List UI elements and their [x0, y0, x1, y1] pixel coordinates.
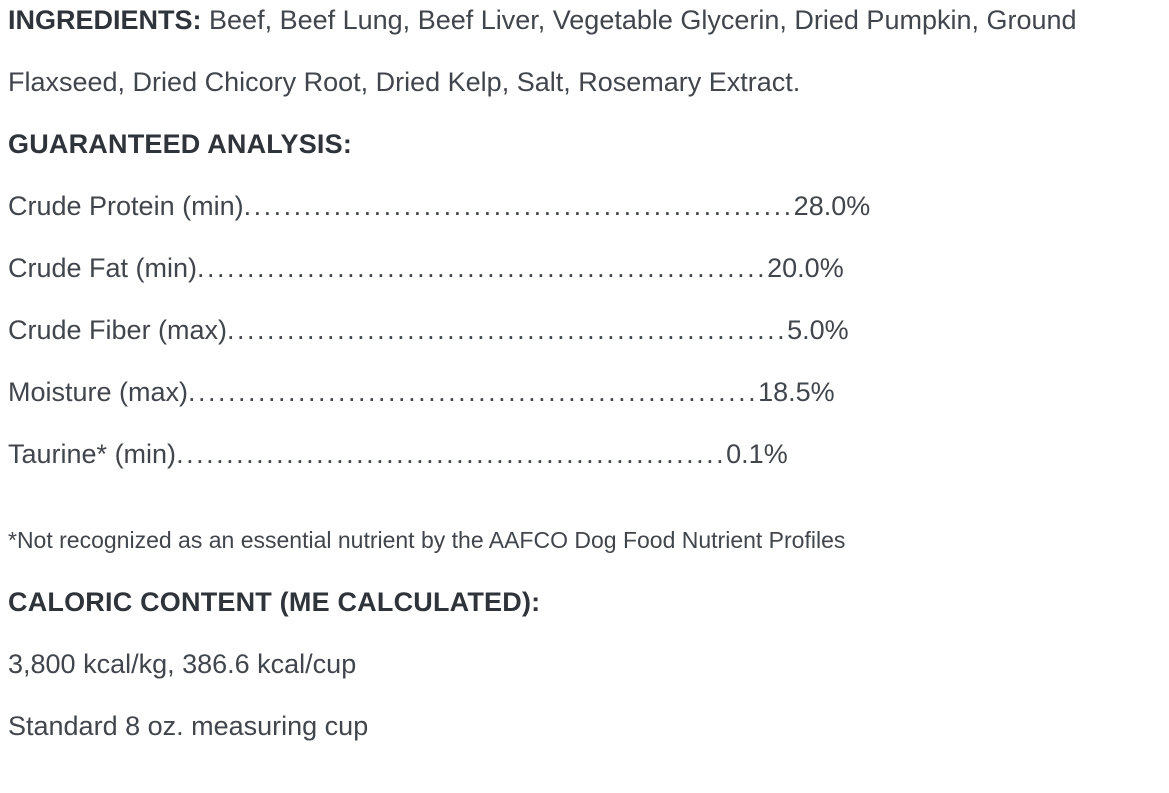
analysis-row-crude-fat: Crude Fat (min).........................…: [8, 237, 1161, 299]
analysis-row-label: Moisture (max): [8, 377, 189, 407]
analysis-row-label: Taurine* (min): [8, 439, 177, 469]
analysis-row-taurine: Taurine* (min)..........................…: [8, 423, 1161, 485]
analysis-row-crude-fiber: Crude Fiber (max).......................…: [8, 299, 1161, 361]
ingredients-text: Beef, Beef Lung, Beef Liver, Vegetable G…: [8, 5, 1077, 97]
dot-leader: ........................................…: [176, 439, 727, 469]
analysis-row-value: 28.0%: [793, 191, 871, 221]
dot-leader: ........................................…: [243, 191, 794, 221]
aafco-footnote: *Not recognized as an essential nutrient…: [8, 527, 846, 553]
analysis-row-value: 18.5%: [758, 377, 835, 407]
analysis-row-value: 0.1%: [726, 439, 788, 469]
analysis-row-crude-protein: Crude Protein (min).....................…: [8, 175, 1161, 237]
dot-leader: ........................................…: [188, 377, 759, 407]
dot-leader: ........................................…: [227, 315, 788, 345]
nutrition-label: INGREDIENTS: Beef, Beef Lung, Beef Liver…: [8, 0, 1161, 741]
ingredients-paragraph: INGREDIENTS: Beef, Beef Lung, Beef Liver…: [8, 0, 1161, 113]
guaranteed-analysis-table: Crude Protein (min).....................…: [8, 175, 1161, 485]
analysis-row-moisture: Moisture (max)..........................…: [8, 361, 1161, 423]
caloric-values: 3,800 kcal/kg, 386.6 kcal/cup: [8, 649, 357, 679]
analysis-row-value: 5.0%: [787, 315, 849, 345]
caloric-content-heading: CALORIC CONTENT (ME CALCULATED):: [8, 587, 541, 617]
analysis-row-label: Crude Fat (min): [8, 253, 198, 283]
analysis-row-value: 20.0%: [767, 253, 844, 283]
ingredients-label: INGREDIENTS:: [8, 5, 202, 35]
analysis-row-label: Crude Fiber (max): [8, 315, 228, 345]
measuring-cup-note: Standard 8 oz. measuring cup: [8, 711, 369, 741]
guaranteed-analysis-heading: GUARANTEED ANALYSIS:: [8, 129, 353, 159]
dot-leader: ........................................…: [197, 253, 768, 283]
analysis-row-label: Crude Protein (min): [8, 191, 244, 221]
